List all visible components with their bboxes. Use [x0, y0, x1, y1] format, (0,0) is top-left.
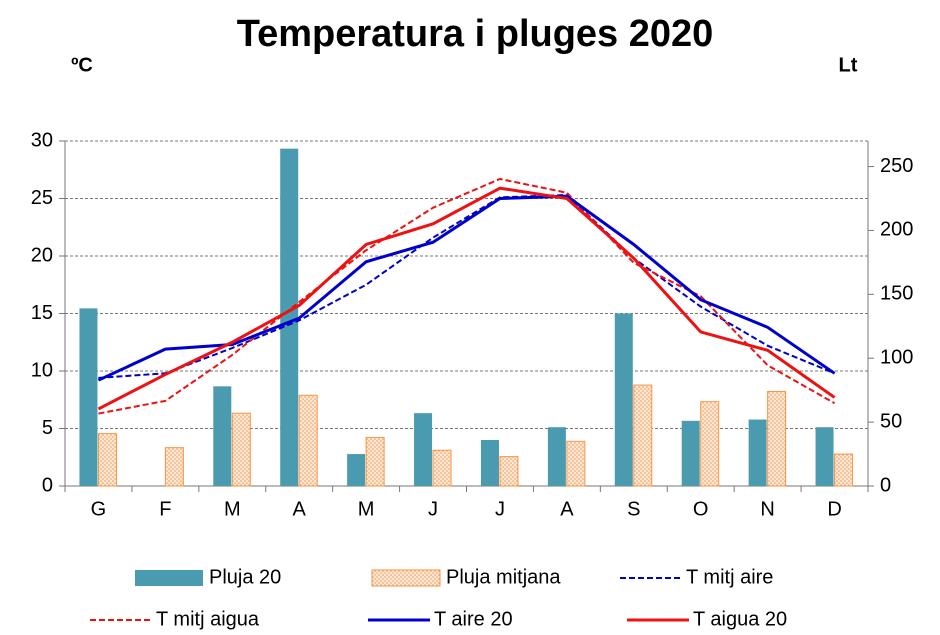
x-tick-label: M [224, 498, 241, 520]
bar [566, 440, 586, 487]
legend-label: T mitj aire [686, 566, 773, 588]
y2-tick-label: 100 [880, 347, 913, 369]
y2-axis-label: Lt [839, 54, 858, 76]
x-tick-label: J [428, 498, 438, 520]
bar [767, 390, 787, 487]
bar [213, 386, 232, 486]
x-tick-label: F [159, 498, 171, 520]
y-tick-label: 15 [31, 302, 53, 324]
y-tick-label: 5 [42, 417, 53, 439]
line [97, 194, 836, 382]
bar [700, 401, 720, 487]
legend-label: T aire 20 [434, 608, 513, 630]
x-tick-label: S [627, 498, 640, 520]
bar [614, 313, 633, 486]
legend-label: T aigua 20 [693, 608, 787, 630]
legend-label: Pluja mitjana [446, 566, 561, 588]
legend-label: Pluja 20 [209, 566, 281, 588]
chart-title: Temperatura i pluges 2020 [237, 13, 714, 55]
bar [164, 447, 184, 487]
y2-tick-label: 0 [880, 474, 891, 496]
bar [231, 412, 251, 487]
line [98, 194, 835, 379]
y-tick-label: 10 [31, 359, 53, 381]
bar [748, 419, 767, 486]
y2-tick-label: 200 [880, 219, 913, 241]
bar [547, 427, 566, 486]
x-tick-label: N [760, 498, 774, 520]
bar [480, 440, 499, 486]
legend-swatch [135, 570, 203, 586]
bar [97, 433, 117, 487]
y2-tick-label: 50 [880, 410, 902, 432]
y-tick-label: 30 [31, 129, 53, 151]
x-tick-label: D [827, 498, 841, 520]
bar [298, 394, 318, 487]
bar [280, 148, 299, 486]
x-tick-label: J [495, 498, 505, 520]
bar [499, 456, 519, 487]
x-tick-label: O [693, 498, 709, 520]
y2-tick-label: 250 [880, 155, 913, 177]
bar [414, 413, 433, 486]
y2-tick-label: 150 [880, 283, 913, 305]
line [97, 186, 836, 411]
legend-swatch [371, 569, 441, 587]
bar [633, 384, 653, 487]
bar [79, 308, 98, 486]
y-tick-label: 25 [31, 187, 53, 209]
x-tick-label: A [560, 498, 574, 520]
bar [681, 420, 700, 486]
bar [815, 427, 834, 486]
x-tick-label: A [293, 498, 307, 520]
bar [432, 449, 452, 487]
bar [834, 453, 854, 487]
y-tick-label: 20 [31, 244, 53, 266]
bar [365, 436, 385, 487]
bar [347, 454, 366, 486]
legend-label: T mitj aigua [156, 608, 260, 630]
x-tick-label: G [91, 498, 107, 520]
y-axis-label: ºC [71, 54, 93, 76]
y-tick-label: 0 [42, 474, 53, 496]
x-tick-label: M [358, 498, 375, 520]
line [98, 177, 836, 415]
